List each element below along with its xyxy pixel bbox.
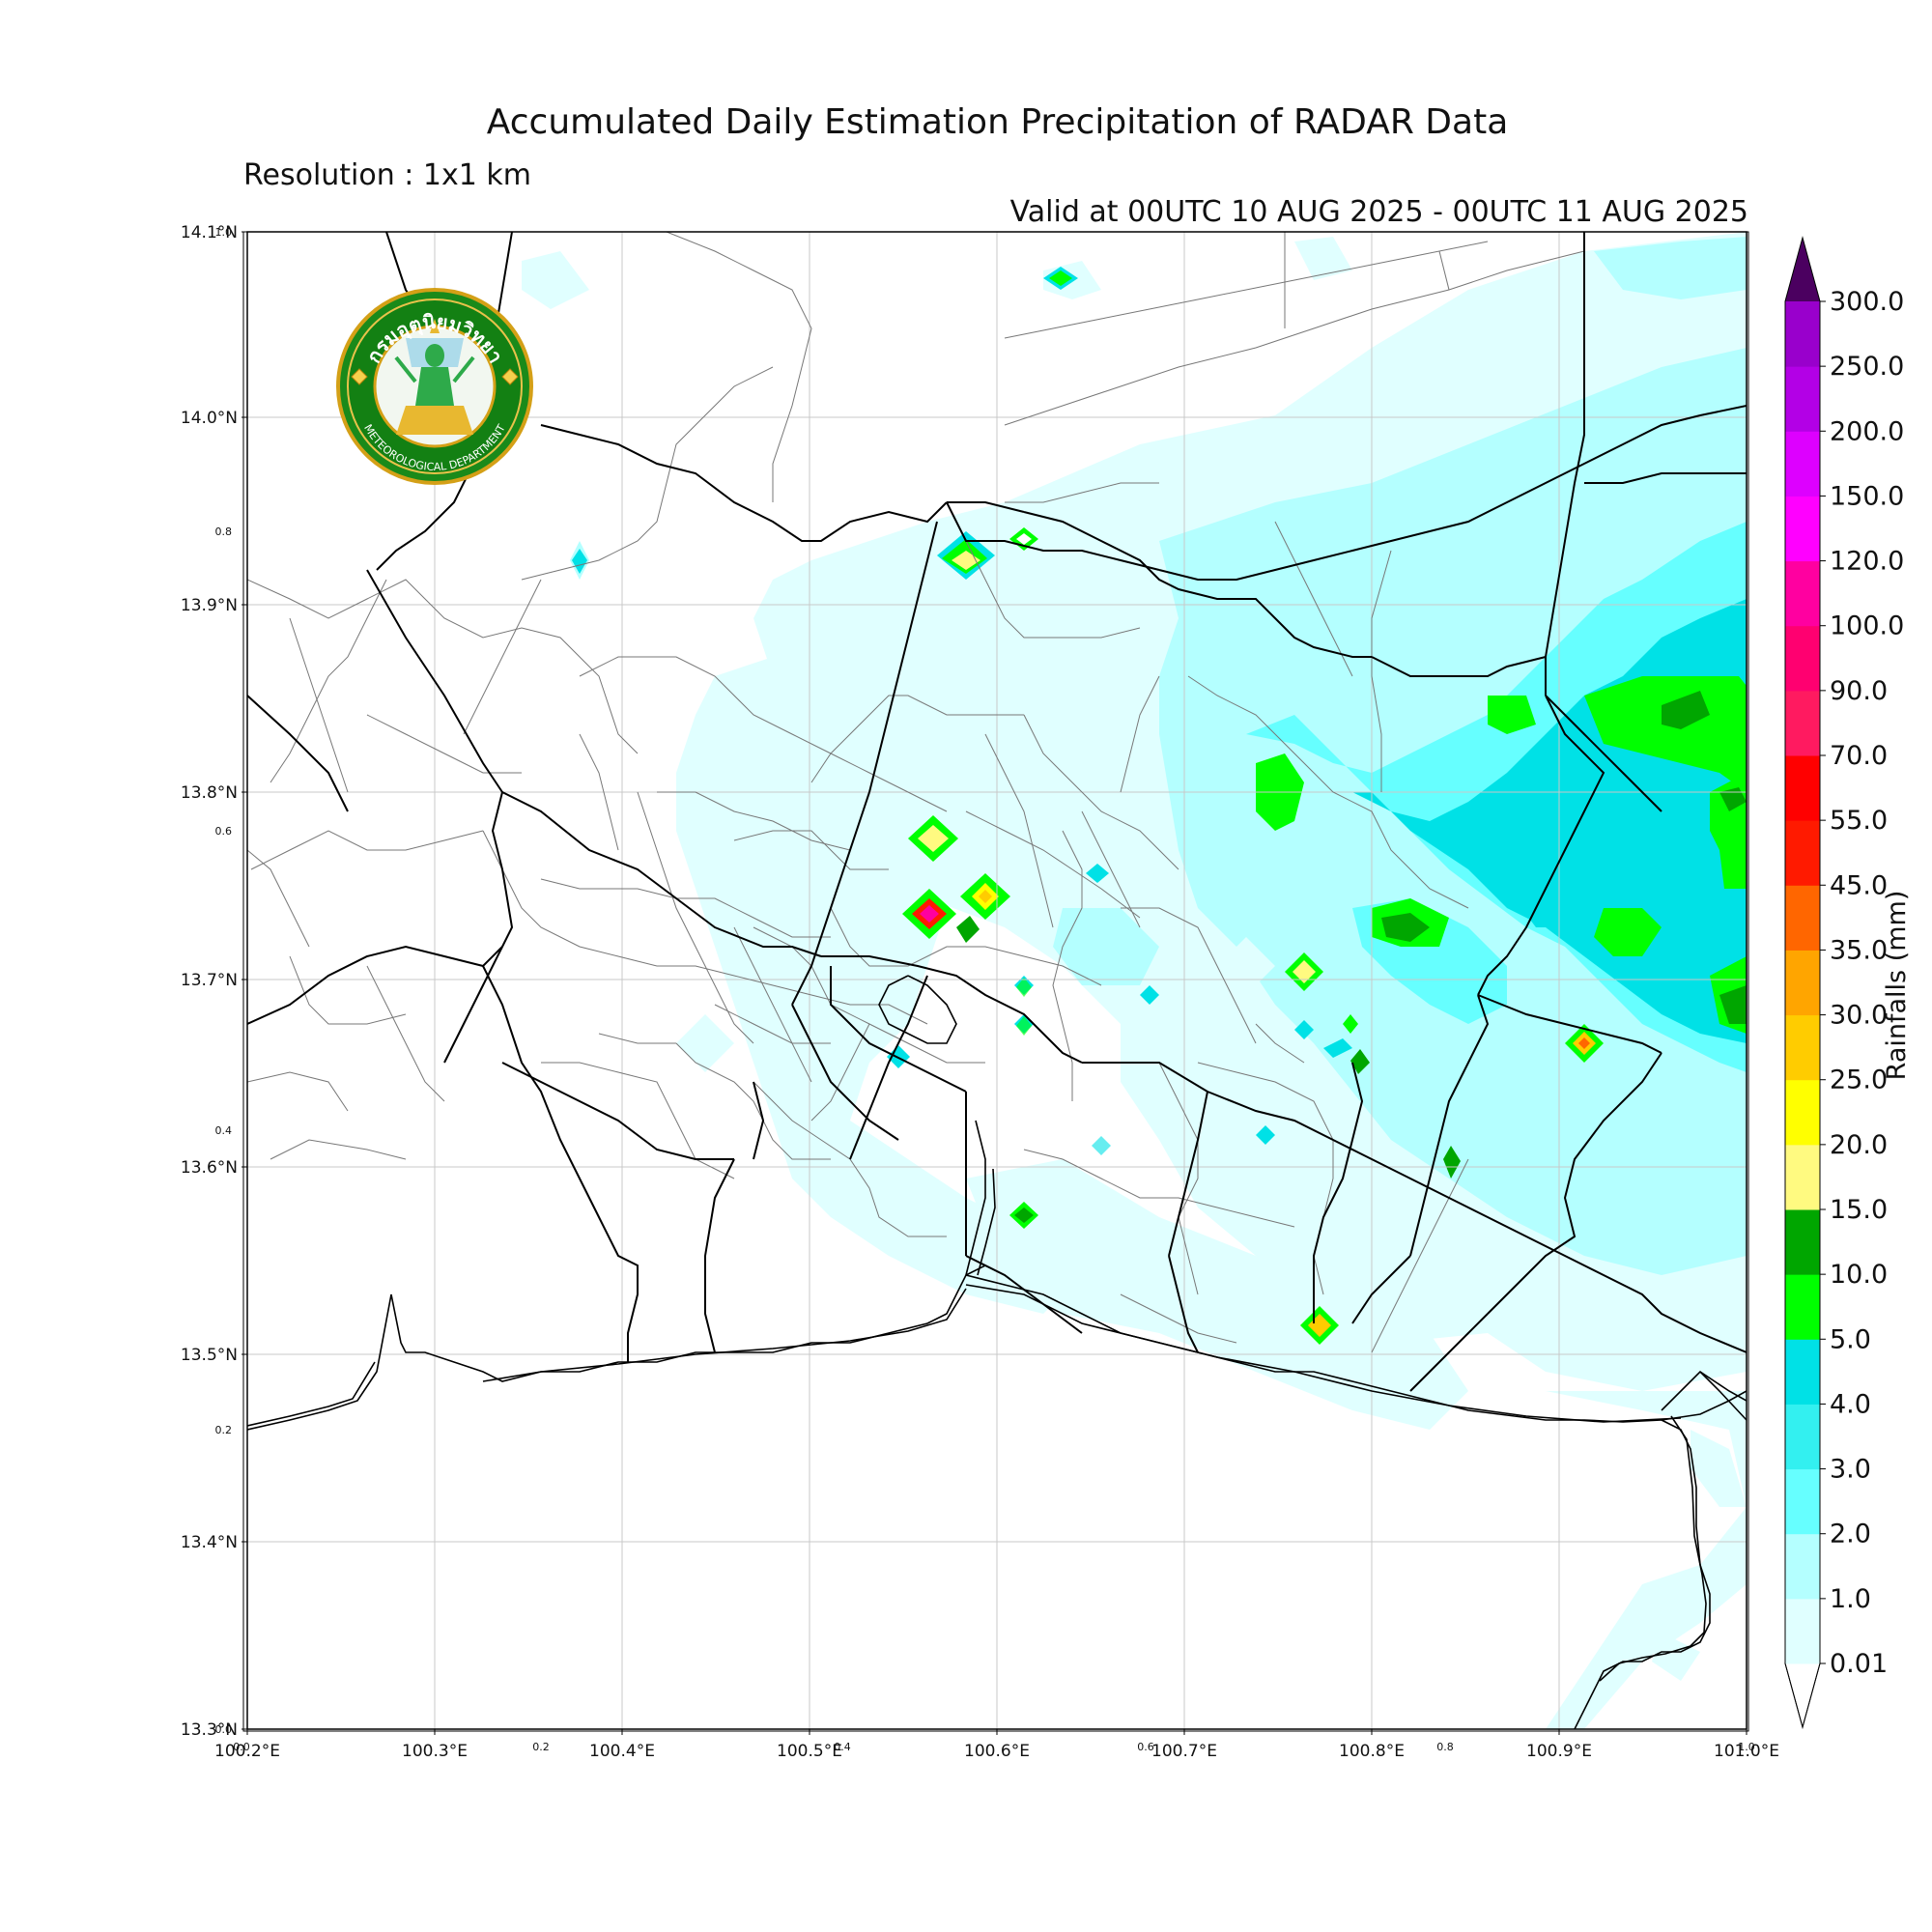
frac-x-0-0: 0.0 [233,1741,250,1753]
lat-label-13-9: 13.9°N [181,596,238,615]
colorbar-segment [1785,820,1820,886]
tmd-emblem-icon: กรมอุตุนิยมวิทยา METEOROLOGICAL DEPARTME… [336,288,533,485]
colorbar-level-label: 2.0 [1830,1520,1871,1549]
colorbar-segment [1785,1533,1820,1600]
lat-label-13-6: 13.6°N [181,1158,238,1178]
rain-god-figure [394,319,475,435]
colorbar-level-label: 5.0 [1830,1324,1871,1354]
colorbar-segment [1785,1339,1820,1405]
colorbar-segment [1785,1144,1820,1210]
colorbar-segment [1785,1598,1820,1664]
colorbar-level-label: 25.0 [1830,1065,1888,1095]
colorbar-under-extension [1784,1662,1821,1729]
lat-label-14-1: 14.1°N [181,223,238,242]
colorbar-level-label: 250.0 [1830,352,1904,382]
frac-y-0-2: 0.2 [215,1424,233,1436]
lat-label-13-5: 13.5°N [181,1346,238,1365]
colorbar-level-label: 70.0 [1830,741,1888,771]
colorbar-segment [1785,1079,1820,1146]
emblem-side-ornaments [351,368,519,385]
lat-label-13-3: 13.3°N [181,1720,238,1740]
colorbar-level-label: 55.0 [1830,806,1888,836]
province-boundaries [247,232,1747,1392]
lon-label-100-7: 100.7°E [1151,1742,1217,1761]
colorbar-segment [1785,301,1820,367]
colorbar-level-label: 1.0 [1830,1584,1871,1614]
resolution-label: Resolution : 1x1 km [243,158,531,192]
frac-y-0-4: 0.4 [215,1124,233,1137]
colorbar-segment [1785,560,1820,627]
lat-label-13-8: 13.8°N [181,783,238,803]
lat-label-13-4: 13.4°N [181,1533,238,1552]
colorbar-segment [1785,690,1820,756]
colorbar-segment [1785,1209,1820,1275]
colorbar-segment [1785,1404,1820,1470]
gridlines [247,232,1747,1729]
colorbar-level-label: 20.0 [1830,1130,1888,1160]
colorbar-segment [1785,625,1820,692]
colorbar-level-label: 30.0 [1830,1001,1888,1031]
colorbar-segment [1785,1014,1820,1081]
frac-x-0-6: 0.6 [1137,1741,1154,1753]
lon-label-101-0: 101.0°E [1714,1742,1779,1761]
longitude-labels: 100.2°E 100.3°E 100.4°E 100.5°E 100.6°E … [214,1742,1779,1761]
outer-axes-frame [242,231,1749,1732]
rain-field [522,232,1747,1729]
colorbar-level-label: 45.0 [1830,870,1888,900]
colorbar-level-label: 90.0 [1830,676,1888,706]
colorbar-level-label: 15.0 [1830,1195,1888,1225]
lon-label-100-2: 100.2°E [214,1742,280,1761]
colorbar-level-label: 200.0 [1830,416,1904,446]
map-title: Accumulated Daily Estimation Precipitati… [486,102,1509,142]
frac-y-0-6: 0.6 [215,825,233,838]
district-boundaries [247,232,1585,1353]
tick-marks [242,231,1747,1735]
lon-label-100-5: 100.5°E [777,1742,842,1761]
frac-y-0-0: 0.0 [215,1723,233,1736]
colorbar: 0.01 1.0 2.0 3.0 4.0 5.0 10.0 15.0 20.0 25.0 30.0 3… [1784,236,1904,1729]
colorbar-segment [1785,496,1820,562]
frac-x-1-0: 1.0 [1738,1741,1755,1753]
colorbar-level-label: 150.0 [1830,481,1904,511]
colorbar-level-label: 120.0 [1830,547,1904,577]
lat-label-13-7: 13.7°N [181,971,238,990]
lon-label-100-4: 100.4°E [589,1742,655,1761]
colorbar-title: Rainfalls (mm) [1882,891,1912,1081]
valid-period-label: Valid at 00UTC 10 AUG 2025 - 00UTC 11 AU… [1009,195,1748,229]
colorbar-level-label: 10.0 [1830,1260,1888,1290]
colorbar-level-label: 4.0 [1830,1389,1871,1419]
colorbar-segment [1785,431,1820,497]
lon-label-100-9: 100.9°E [1526,1742,1592,1761]
lon-label-100-3: 100.3°E [402,1742,468,1761]
frac-x-0-2: 0.2 [532,1741,550,1753]
lon-label-100-6: 100.6°E [964,1742,1030,1761]
frac-x-0-4: 0.4 [834,1741,851,1753]
colorbar-segment [1785,366,1820,432]
colorbar-segment [1785,1468,1820,1535]
colorbar-segment [1785,755,1820,821]
colorbar-level-label: 0.01 [1830,1649,1888,1679]
coastline [247,975,1747,1729]
colorbar-segment [1785,885,1820,951]
frac-x-0-8: 0.8 [1436,1741,1454,1753]
colorbar-level-label: 3.0 [1830,1455,1871,1485]
colorbar-level-label: 100.0 [1830,611,1904,641]
latitude-labels: 13.3°N 13.4°N 13.5°N 13.6°N 13.7°N 13.8°… [181,223,238,1740]
colorbar-segment [1785,950,1820,1016]
colorbar-level-label: 300.0 [1830,287,1904,317]
lat-label-14-0: 14.0°N [181,409,238,428]
colorbar-level-label: 35.0 [1830,935,1888,965]
frac-y-1-0: 1.0 [215,226,233,239]
frac-y-0-8: 0.8 [215,526,233,538]
colorbar-segment [1785,1274,1820,1340]
colorbar-over-extension [1785,238,1820,301]
lon-label-100-8: 100.8°E [1339,1742,1405,1761]
fraction-axis-labels: 0.0 0.2 0.4 0.6 0.8 1.0 0.0 0.2 0.4 0.6 … [215,226,1755,1753]
